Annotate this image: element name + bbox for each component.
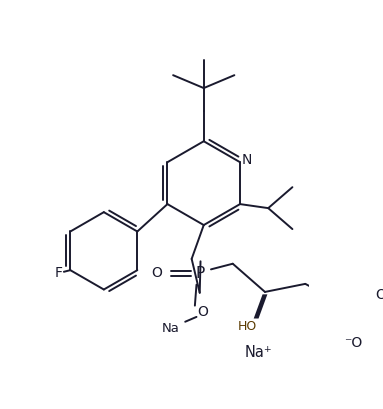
Text: ⁻O: ⁻O — [344, 337, 363, 351]
Text: HO: HO — [237, 320, 257, 333]
Text: Na⁺: Na⁺ — [245, 345, 272, 360]
Text: F: F — [55, 266, 63, 281]
Polygon shape — [254, 294, 267, 319]
Text: O: O — [151, 266, 162, 281]
Text: O: O — [198, 305, 208, 319]
Text: P: P — [196, 266, 205, 281]
Text: Na: Na — [162, 322, 180, 335]
Text: O: O — [376, 288, 383, 302]
Text: N: N — [241, 153, 252, 167]
